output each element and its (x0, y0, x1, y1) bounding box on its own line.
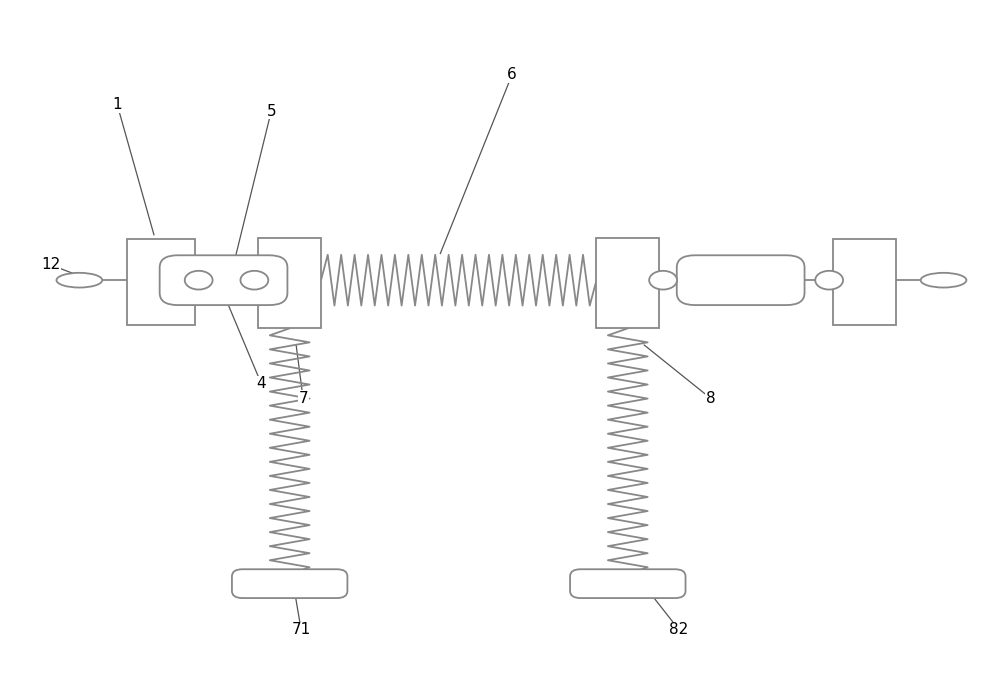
Bar (833, 239, 896, 325)
Text: 12: 12 (41, 257, 60, 272)
Text: 8: 8 (706, 391, 716, 406)
Ellipse shape (56, 273, 102, 288)
Ellipse shape (921, 273, 966, 288)
FancyBboxPatch shape (160, 255, 287, 305)
Bar (596, 238, 659, 328)
Text: 5: 5 (266, 104, 276, 119)
Bar (127, 239, 195, 325)
FancyBboxPatch shape (677, 255, 805, 305)
Circle shape (240, 271, 268, 290)
Circle shape (815, 271, 843, 290)
FancyBboxPatch shape (570, 570, 686, 598)
Circle shape (185, 271, 213, 290)
Text: 6: 6 (507, 67, 517, 82)
Bar (258, 238, 321, 328)
FancyBboxPatch shape (232, 570, 347, 598)
Text: 7: 7 (298, 391, 308, 406)
Text: 82: 82 (669, 622, 689, 638)
Text: 1: 1 (112, 97, 122, 112)
Text: 4: 4 (257, 376, 266, 392)
Text: 71: 71 (291, 622, 311, 638)
Circle shape (649, 271, 677, 290)
